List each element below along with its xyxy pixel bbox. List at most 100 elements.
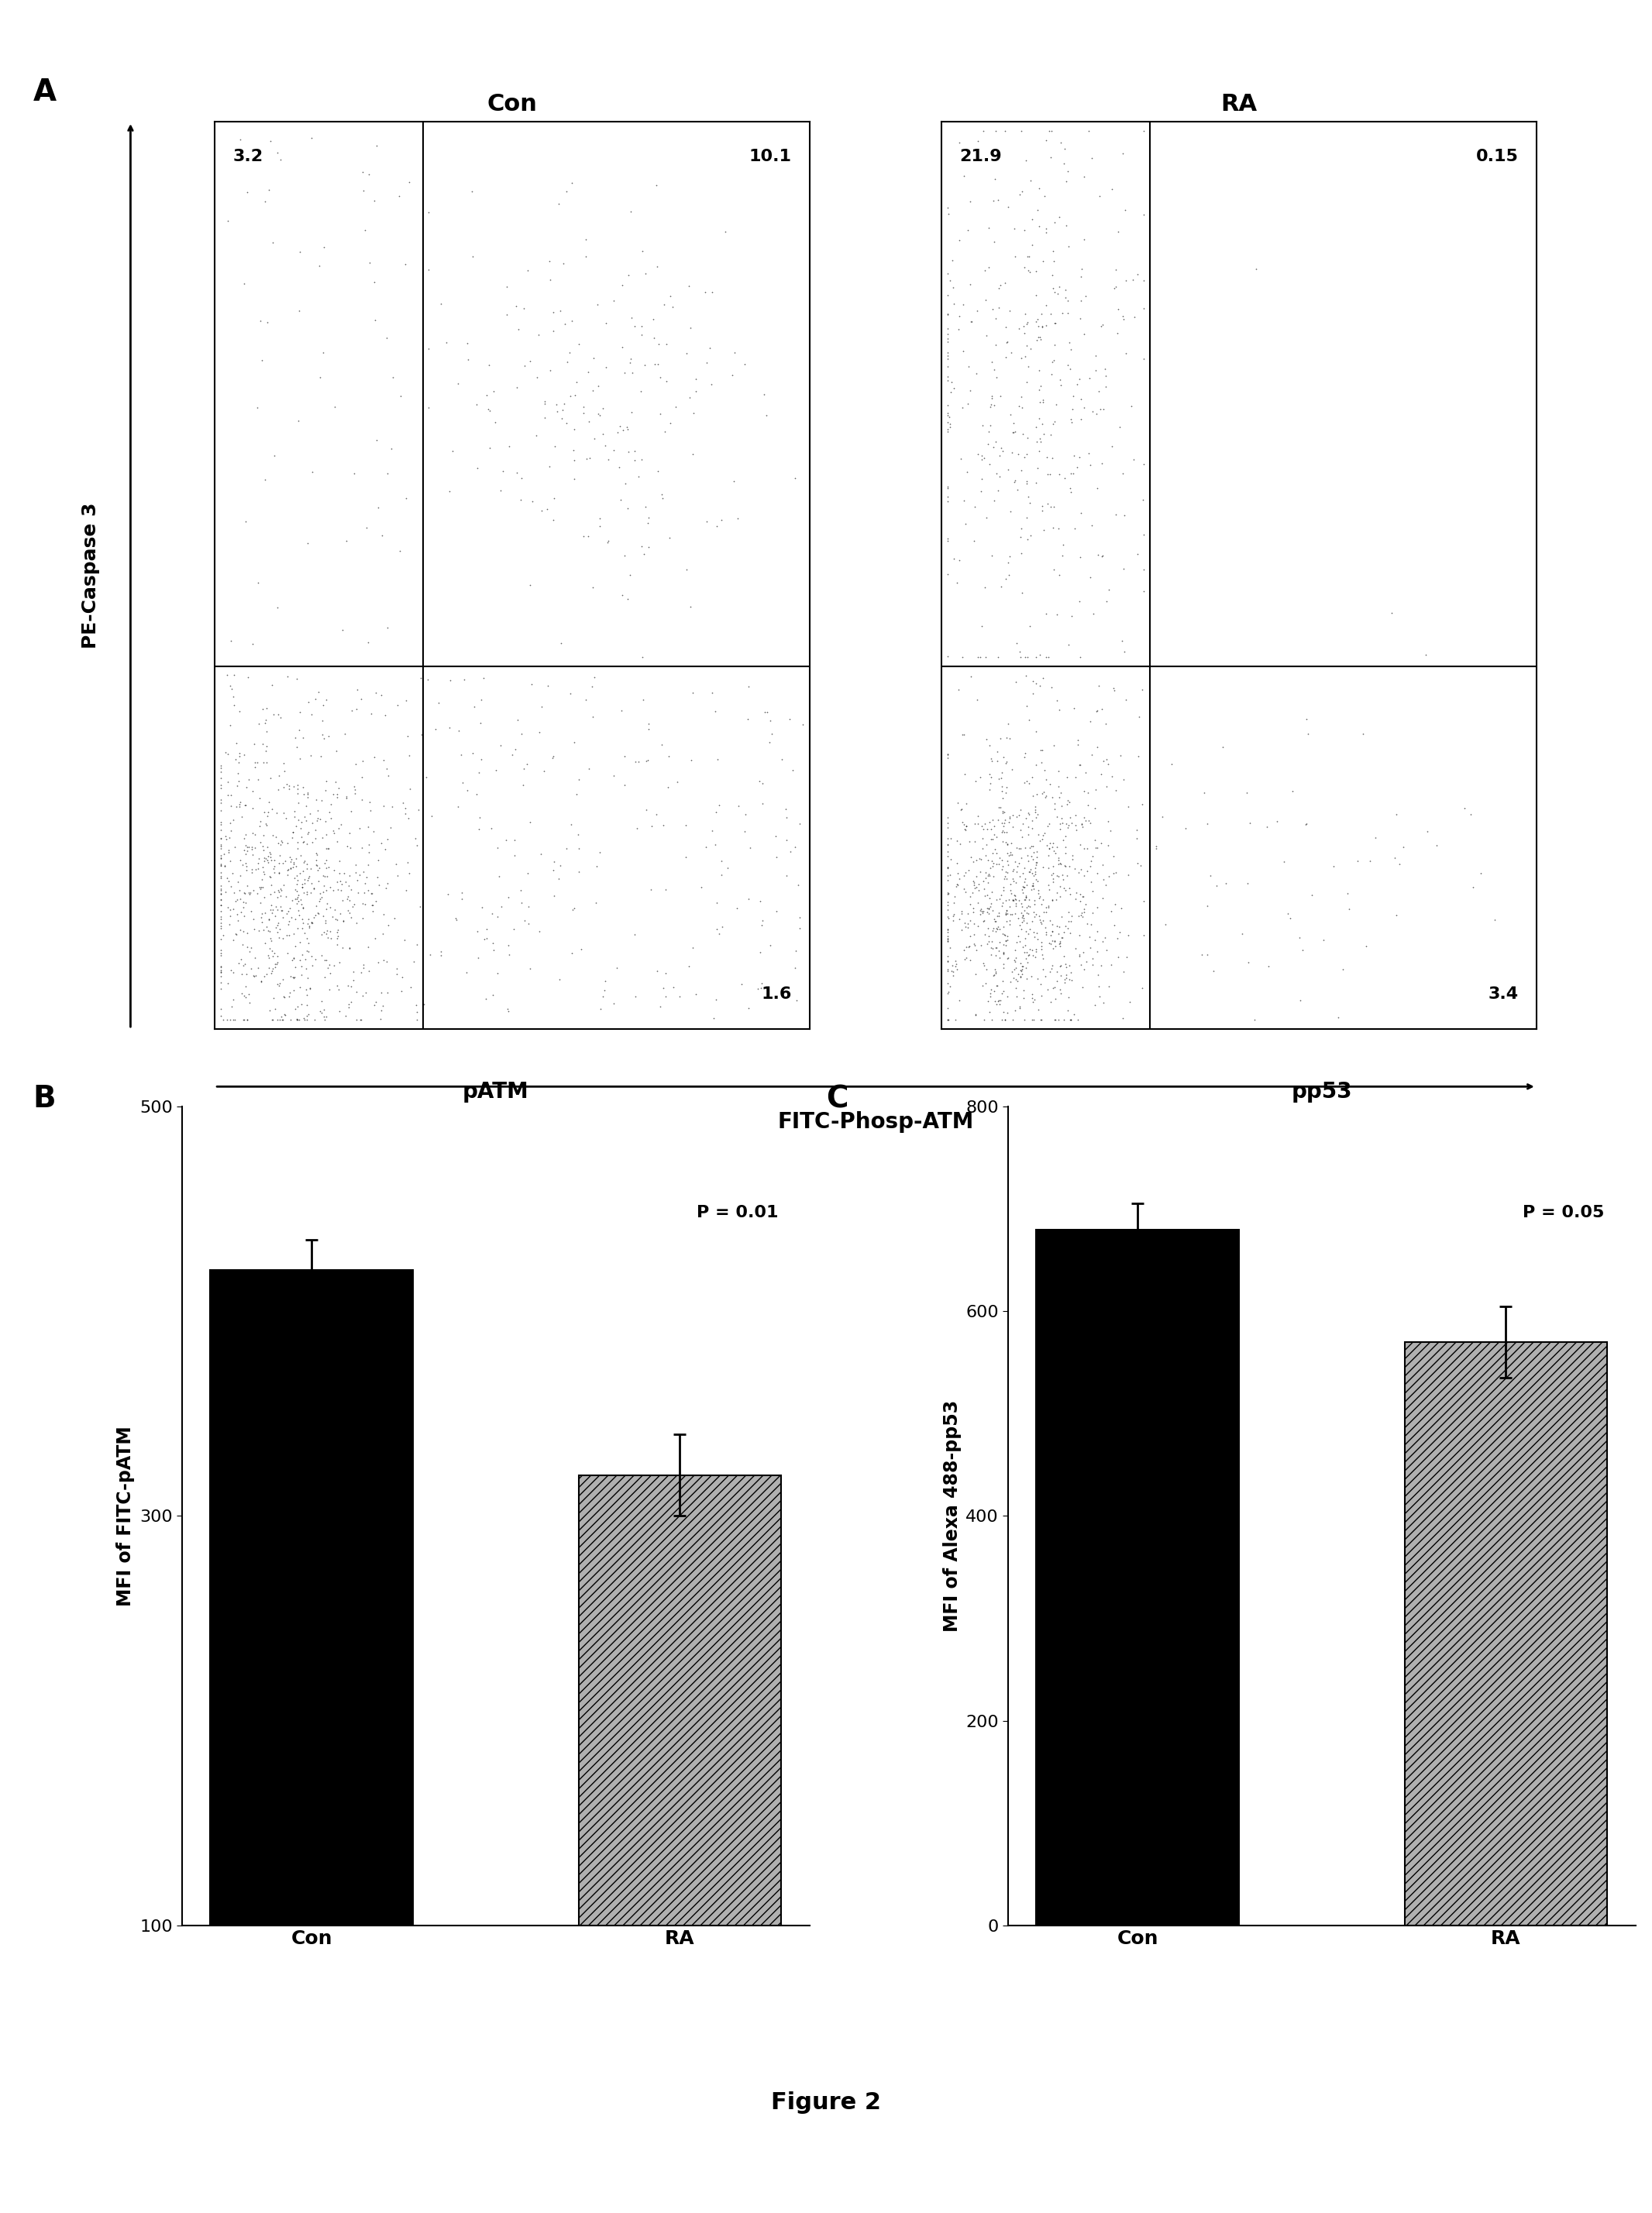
Point bbox=[380, 361, 406, 396]
Point bbox=[337, 929, 363, 965]
Point bbox=[1009, 874, 1036, 910]
Point bbox=[786, 901, 813, 936]
Text: P = 0.01: P = 0.01 bbox=[697, 1204, 778, 1219]
Point bbox=[986, 458, 1013, 493]
Point bbox=[314, 859, 340, 894]
Point bbox=[335, 987, 362, 1022]
Point bbox=[1011, 739, 1037, 775]
Point bbox=[1084, 730, 1110, 766]
Point bbox=[1082, 830, 1108, 865]
Point bbox=[286, 403, 312, 438]
Point bbox=[532, 385, 558, 420]
Point bbox=[1047, 949, 1074, 985]
Point bbox=[489, 454, 515, 489]
Point bbox=[1041, 403, 1067, 438]
Point bbox=[1069, 252, 1095, 288]
Point bbox=[1014, 640, 1041, 675]
Point bbox=[952, 872, 978, 907]
Point bbox=[988, 983, 1014, 1018]
Point bbox=[231, 898, 258, 934]
Point bbox=[705, 916, 732, 952]
Point bbox=[233, 850, 259, 885]
Point bbox=[393, 480, 420, 516]
Point bbox=[375, 759, 401, 794]
Point bbox=[558, 806, 585, 841]
Point bbox=[1019, 759, 1046, 794]
Point bbox=[586, 834, 613, 870]
Point bbox=[241, 958, 268, 994]
Point bbox=[1042, 980, 1069, 1016]
Point bbox=[935, 359, 961, 394]
Point bbox=[1057, 456, 1084, 491]
Point bbox=[980, 429, 1006, 465]
Point bbox=[208, 932, 235, 967]
Point bbox=[213, 821, 240, 856]
Point bbox=[233, 832, 259, 867]
Point bbox=[971, 879, 998, 914]
Point bbox=[961, 905, 988, 941]
Point bbox=[1024, 449, 1051, 485]
Point bbox=[1079, 896, 1105, 932]
Point bbox=[1011, 212, 1037, 248]
Point bbox=[1011, 250, 1037, 285]
Point bbox=[601, 283, 628, 319]
Point bbox=[363, 423, 390, 458]
Point bbox=[1009, 898, 1036, 934]
Point bbox=[208, 965, 235, 1000]
Point bbox=[241, 912, 268, 947]
Point bbox=[311, 688, 337, 724]
Point bbox=[444, 365, 471, 401]
Point bbox=[1057, 916, 1084, 952]
Point bbox=[646, 328, 672, 363]
Point bbox=[966, 759, 993, 794]
Text: 3.2: 3.2 bbox=[233, 148, 263, 164]
Point bbox=[966, 854, 993, 890]
Point bbox=[416, 332, 443, 367]
Point bbox=[582, 659, 608, 695]
Point bbox=[253, 702, 279, 737]
Point bbox=[1008, 640, 1034, 675]
Point bbox=[327, 808, 354, 843]
Point bbox=[258, 876, 284, 912]
Point bbox=[1024, 797, 1051, 832]
Point bbox=[1094, 768, 1120, 803]
Point bbox=[935, 310, 961, 345]
Point bbox=[1049, 806, 1075, 841]
Point bbox=[590, 392, 616, 427]
Point bbox=[960, 890, 986, 925]
Point bbox=[783, 934, 809, 969]
Point bbox=[443, 901, 469, 936]
Point bbox=[375, 865, 401, 901]
Point bbox=[266, 874, 292, 910]
Point bbox=[593, 305, 620, 341]
Point bbox=[1123, 845, 1150, 881]
Point bbox=[316, 719, 342, 755]
Point bbox=[316, 794, 342, 830]
Point bbox=[1028, 932, 1054, 967]
Point bbox=[1041, 728, 1067, 763]
Point bbox=[1036, 867, 1062, 903]
Point bbox=[208, 954, 235, 989]
Point bbox=[676, 949, 702, 985]
Point bbox=[687, 870, 714, 905]
Point bbox=[302, 682, 329, 717]
Point bbox=[1009, 929, 1036, 965]
Point bbox=[216, 843, 243, 879]
Point bbox=[545, 861, 572, 896]
Point bbox=[1039, 848, 1066, 883]
Point bbox=[291, 845, 317, 881]
Point bbox=[547, 848, 573, 883]
Point bbox=[312, 905, 339, 941]
Point bbox=[264, 905, 291, 941]
Point bbox=[339, 872, 365, 907]
Point bbox=[349, 155, 375, 190]
Point bbox=[985, 845, 1011, 881]
Point bbox=[935, 1002, 961, 1038]
Point bbox=[629, 232, 656, 268]
Point bbox=[570, 389, 596, 425]
Point bbox=[978, 843, 1004, 879]
Point bbox=[517, 952, 544, 987]
Point bbox=[973, 828, 999, 863]
Point bbox=[271, 752, 297, 788]
Point bbox=[507, 482, 534, 518]
